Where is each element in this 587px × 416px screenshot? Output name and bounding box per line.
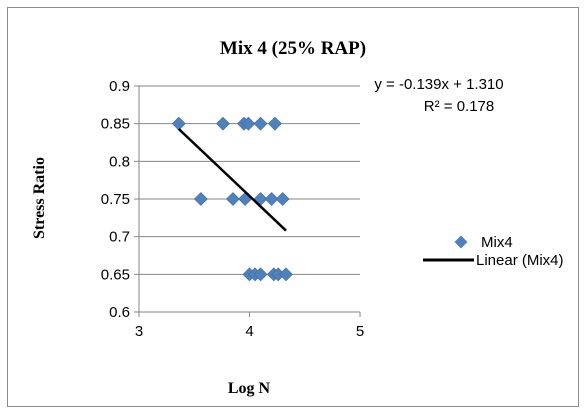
data-point [275, 192, 290, 206]
ytick-label: 0.8 [109, 153, 130, 170]
ytick-label: 0.65 [101, 266, 130, 283]
chart-title: Mix 4 (25% RAP) [220, 38, 366, 59]
data-point [253, 267, 268, 282]
ytick-label: 0.6 [109, 304, 130, 321]
data-point [226, 192, 240, 206]
data-point [264, 192, 279, 206]
x-axis-label: Log N [228, 380, 271, 397]
data-points [171, 116, 293, 282]
chart-frame [7, 7, 579, 407]
x-tick-labels: 3 4 5 [135, 323, 364, 340]
legend-marker-mix4 [454, 235, 468, 249]
xtick-label: 5 [356, 323, 364, 340]
ytick-label: 0.7 [109, 229, 130, 246]
trendline-r-squared: R² = 0.178 [424, 98, 494, 115]
xtick-label: 4 [245, 323, 253, 340]
ytick-label: 0.75 [101, 191, 130, 208]
axes [138, 86, 361, 317]
ytick-label: 0.85 [101, 116, 130, 133]
data-point [279, 267, 293, 282]
legend-label-mix4: Mix4 [481, 234, 513, 251]
y-tick-labels: 0.6 0.65 0.7 0.75 0.8 0.85 0.9 [101, 78, 130, 321]
legend-label-linear: Linear (Mix4) [476, 252, 564, 269]
data-point [253, 116, 268, 131]
trendline-equation: y = -0.139x + 1.310 [374, 76, 503, 93]
data-point [193, 192, 208, 206]
ytick-label: 0.9 [109, 78, 130, 95]
xtick-label: 3 [135, 323, 143, 340]
trendline [177, 128, 287, 232]
y-axis-label: Stress Ratio [31, 157, 48, 239]
legend: Mix4 Linear (Mix4) [423, 234, 564, 269]
trendline-group [177, 128, 287, 232]
data-point [216, 116, 230, 131]
data-point [171, 116, 186, 131]
data-point [241, 116, 256, 131]
data-point [267, 116, 282, 131]
